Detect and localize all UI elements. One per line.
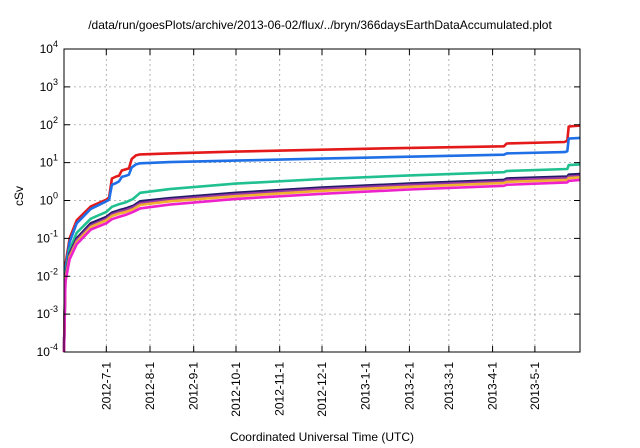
y-tick-label: 100 [40, 191, 58, 208]
x-tick-label: 2012-9-1 [187, 362, 201, 410]
series-line-2 [62, 136, 581, 353]
y-tick-label: 10-1 [37, 228, 58, 245]
x-tick-label: 2013-5-1 [528, 362, 542, 410]
series-line-6 [62, 176, 581, 353]
x-tick-label: 2012-8-1 [143, 362, 157, 410]
x-tick-label: 2012-10-1 [229, 362, 243, 417]
series-line-3 [62, 163, 581, 353]
series-line-7 [62, 178, 581, 353]
series-line-1 [62, 124, 581, 353]
x-tick-label: 2012-7-1 [99, 362, 113, 410]
x-tick-label: 2013-2-1 [402, 362, 416, 410]
x-axis-label: Coordinated Universal Time (UTC) [229, 430, 415, 444]
y-tick-label: 10-2 [37, 266, 58, 283]
y-tick-label: 103 [40, 77, 58, 94]
x-tick-label: 2012-11-1 [273, 362, 287, 416]
y-tick-label: 10-4 [37, 342, 58, 359]
chart-title: /data/run/goesPlots/archive/2013-06-02/f… [88, 18, 552, 32]
y-tick-label: 10-3 [37, 304, 58, 321]
y-tick-label: 101 [40, 153, 58, 170]
y-axis-label: cSv [12, 186, 26, 207]
y-tick-label: 104 [40, 39, 58, 56]
y-tick-label: 102 [40, 115, 58, 132]
x-tick-label: 2013-4-1 [486, 362, 500, 410]
x-tick-label: 2012-12-1 [315, 362, 329, 417]
x-tick-label: 2013-1-1 [359, 362, 373, 410]
x-tick-label: 2013-3-1 [442, 362, 456, 410]
